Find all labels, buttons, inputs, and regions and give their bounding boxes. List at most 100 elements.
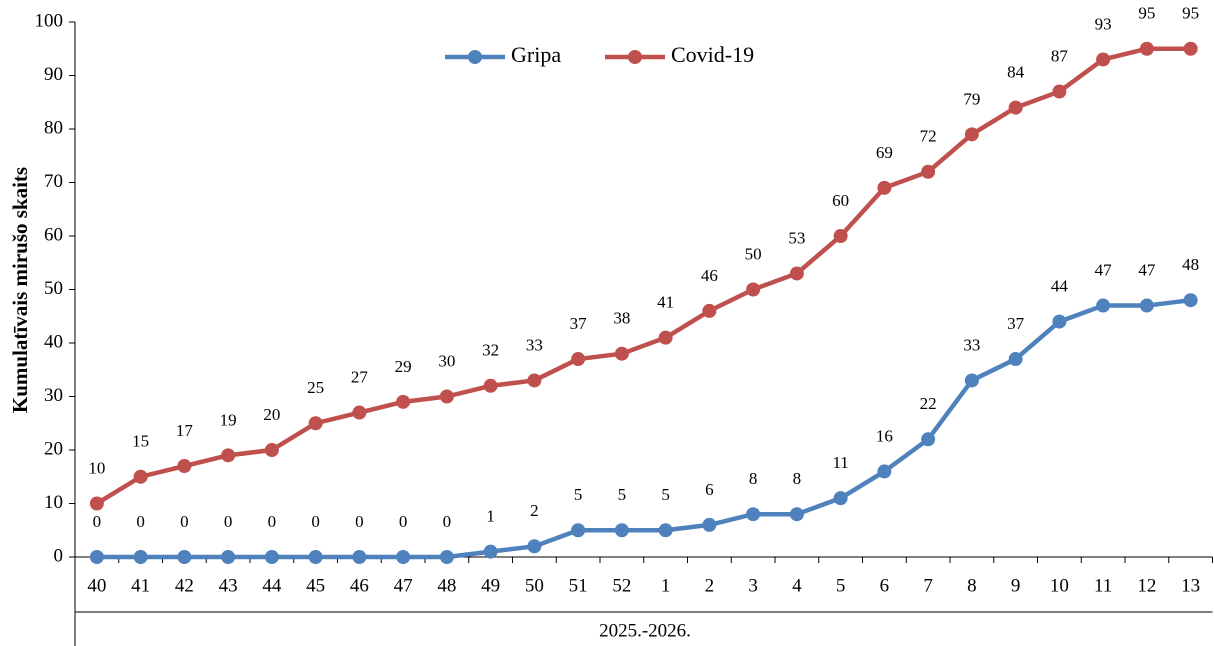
data-label: 20 — [263, 405, 280, 424]
data-label: 93 — [1095, 14, 1112, 33]
data-label: 33 — [963, 335, 980, 354]
data-point — [439, 389, 454, 404]
data-label: 19 — [220, 410, 237, 429]
data-point — [527, 373, 542, 388]
data-label: 95 — [1182, 4, 1199, 23]
x-tick-label: 47 — [394, 575, 413, 596]
data-label: 0 — [268, 512, 277, 531]
data-label: 72 — [920, 127, 937, 146]
data-label: 69 — [876, 143, 893, 162]
x-tick-label: 41 — [131, 575, 150, 596]
data-label: 6 — [705, 480, 714, 499]
data-label: 1 — [486, 507, 495, 526]
x-tick-label: 52 — [612, 575, 631, 596]
data-label: 29 — [395, 357, 412, 376]
data-point — [921, 432, 936, 447]
data-point — [264, 550, 279, 564]
y-tick-label: 80 — [44, 117, 63, 138]
data-point — [1052, 84, 1067, 99]
data-point — [702, 303, 717, 318]
y-tick-label: 70 — [44, 171, 63, 192]
x-tick-label: 43 — [219, 575, 238, 596]
data-label: 0 — [224, 512, 233, 531]
x-tick-label: 9 — [1011, 575, 1021, 596]
data-label: 79 — [963, 89, 980, 108]
data-label: 25 — [307, 378, 324, 397]
data-label: 17 — [176, 421, 194, 440]
x-tick-label: 46 — [350, 575, 369, 596]
legend-marker — [628, 50, 642, 64]
y-tick-label: 100 — [35, 10, 64, 31]
data-label: 37 — [1007, 314, 1025, 333]
y-axis-title: Kumulatīvais mirušo skaits — [8, 167, 32, 413]
data-point — [1008, 352, 1023, 367]
data-point — [571, 352, 586, 367]
data-point — [352, 550, 367, 564]
data-label: 11 — [832, 453, 848, 472]
data-label: 27 — [351, 367, 369, 386]
data-point — [1052, 314, 1067, 329]
data-label: 15 — [132, 432, 149, 451]
data-label: 53 — [788, 228, 805, 247]
data-point — [571, 523, 586, 538]
data-point — [1139, 41, 1154, 56]
data-label: 95 — [1138, 4, 1155, 23]
data-point — [1096, 298, 1111, 313]
data-point — [177, 550, 192, 564]
data-label: 33 — [526, 335, 543, 354]
data-label: 22 — [920, 394, 937, 413]
data-point — [89, 496, 104, 511]
x-tick-label: 3 — [748, 575, 758, 596]
x-tick-label: 42 — [175, 575, 194, 596]
data-label: 48 — [1182, 255, 1199, 274]
data-point — [833, 491, 848, 506]
data-point — [89, 550, 104, 564]
y-tick-label: 10 — [44, 492, 63, 513]
data-point — [833, 229, 848, 243]
data-point — [264, 443, 279, 457]
data-label: 0 — [399, 512, 408, 531]
data-label: 87 — [1051, 46, 1069, 65]
x-tick-label: 40 — [87, 575, 106, 596]
x-tick-label: 8 — [967, 575, 977, 596]
y-tick-label: 90 — [44, 64, 63, 85]
data-point — [308, 550, 323, 564]
data-point — [1008, 100, 1023, 115]
data-point — [789, 266, 804, 281]
data-point — [439, 550, 454, 564]
data-label: 41 — [657, 293, 674, 312]
x-tick-label: 50 — [525, 575, 544, 596]
x-tick-label: 2 — [705, 575, 715, 596]
data-point — [746, 282, 761, 297]
data-label: 38 — [613, 309, 630, 328]
data-point — [396, 394, 411, 409]
data-point — [133, 550, 148, 564]
data-label: 46 — [701, 266, 718, 285]
data-label: 0 — [355, 512, 364, 531]
x-tick-label: 51 — [569, 575, 588, 596]
data-label: 5 — [661, 485, 670, 504]
x-tick-label: 4 — [792, 575, 802, 596]
data-label: 47 — [1138, 260, 1156, 279]
data-point — [702, 517, 717, 532]
data-label: 0 — [93, 512, 102, 531]
data-label: 5 — [574, 485, 583, 504]
x-tick-label: 12 — [1137, 575, 1156, 596]
x-tick-label: 44 — [262, 575, 282, 596]
data-label: 32 — [482, 341, 499, 360]
data-label: 60 — [832, 191, 849, 210]
data-label: 2 — [530, 501, 539, 520]
data-label: 47 — [1095, 260, 1113, 279]
data-label: 37 — [570, 314, 588, 333]
x-tick-label: 6 — [880, 575, 890, 596]
data-point — [177, 459, 192, 474]
x-tick-label: 11 — [1094, 575, 1112, 596]
data-point — [527, 539, 542, 554]
data-point — [789, 507, 804, 522]
data-point — [221, 448, 236, 463]
y-tick-label: 50 — [44, 278, 63, 299]
data-point — [614, 346, 629, 361]
data-label: 10 — [88, 458, 105, 477]
data-label: 0 — [443, 512, 452, 531]
